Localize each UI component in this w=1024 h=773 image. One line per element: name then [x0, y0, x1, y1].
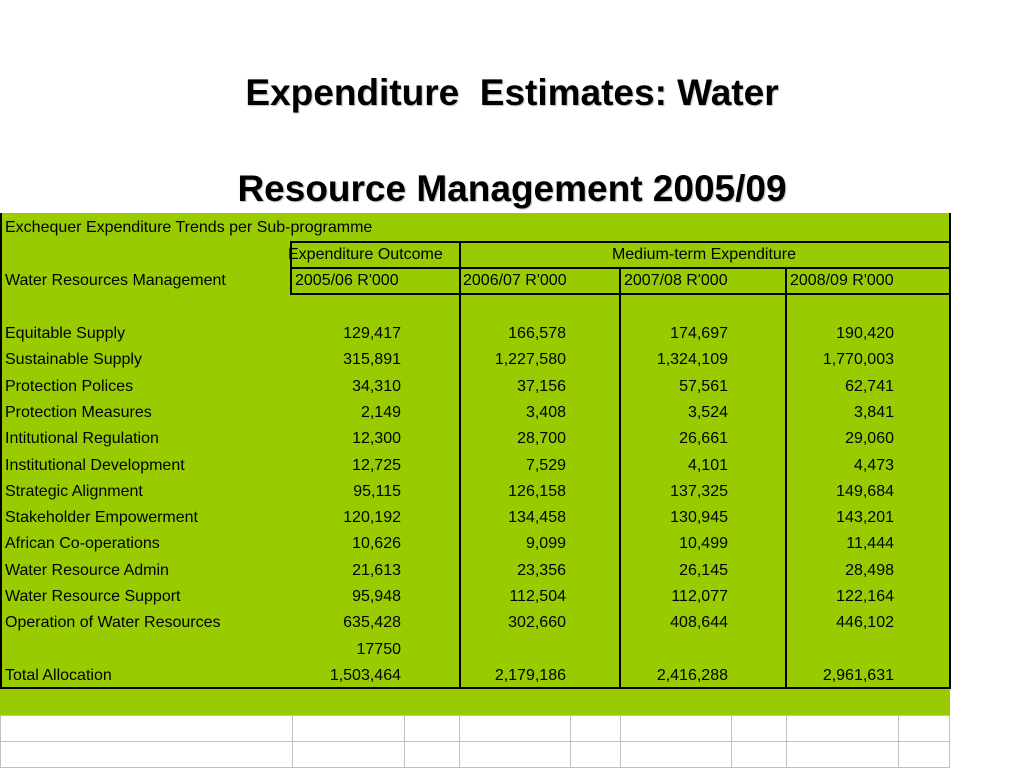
- value-cell: 130,945: [670, 509, 728, 527]
- value-cell: 190,420: [836, 325, 894, 342]
- value-cell: 9,099: [525, 535, 566, 553]
- value-cell: 408,644: [670, 614, 728, 632]
- row-label: Operation of Water Resources: [5, 614, 221, 632]
- value-cell: 120,192: [343, 509, 401, 527]
- value-cell: 1,503,464: [329, 666, 401, 684]
- value-cell: [744, 640, 894, 660]
- row-label: Water Resource Support: [5, 588, 181, 605]
- value-cell: 12,725: [352, 456, 401, 474]
- value-cell: 3,841: [853, 403, 894, 421]
- table-frame: [0, 213, 951, 689]
- column-divider: [785, 267, 787, 687]
- value-cell: 4,473: [853, 456, 894, 474]
- column-divider: [290, 241, 292, 295]
- slide-title-line-1: Expenditure Estimates: Water: [245, 72, 779, 113]
- value-cell: [578, 640, 728, 660]
- value-cell: 95,948: [352, 588, 401, 605]
- value-cell: 2,416,288: [656, 666, 728, 684]
- value-cell: 2,961,631: [822, 666, 894, 684]
- value-cell: 129,417: [343, 325, 401, 342]
- row-label: Sustainable Supply: [5, 351, 142, 369]
- row-label: Total Allocation: [5, 666, 112, 684]
- column-divider: [459, 241, 461, 687]
- value-cell: 112,504: [509, 588, 566, 605]
- value-cell: 11,444: [846, 535, 894, 553]
- value-cell: 26,145: [679, 561, 728, 579]
- slide-title-line-2: Resource Management 2005/09: [237, 168, 787, 209]
- value-cell: 37,156: [517, 377, 566, 395]
- header-medium-term: Medium-term Expenditure: [611, 246, 797, 263]
- table-caption: Exchequer Expenditure Trends per Sub-pro…: [5, 219, 373, 236]
- value-cell: 2,179,186: [494, 666, 566, 684]
- row-label: Equitable Supply: [5, 325, 126, 342]
- value-cell: 95,115: [353, 482, 401, 500]
- value-cell: 26,661: [679, 430, 728, 448]
- column-header: 2007/08 R'000: [624, 272, 728, 289]
- row-label: Intitutional Regulation: [5, 430, 159, 448]
- value-cell: 57,561: [679, 377, 728, 395]
- value-cell: 2,149: [360, 403, 401, 421]
- value-cell: 126,158: [508, 482, 566, 500]
- value-cell: 149,684: [836, 482, 894, 500]
- value-cell: 137,325: [670, 482, 728, 500]
- value-cell: 28,700: [517, 430, 566, 448]
- header-expenditure-outcome: Expenditure Outcome: [288, 246, 443, 263]
- value-cell: 446,102: [836, 614, 894, 632]
- value-cell: 166,578: [508, 325, 566, 342]
- value-cell: 302,660: [508, 614, 566, 632]
- column-divider: [619, 267, 621, 687]
- row-header-label: Water Resources Management: [5, 272, 226, 289]
- value-cell: 3,524: [687, 403, 728, 421]
- grid-lines: [0, 715, 950, 768]
- header-divider: [290, 241, 949, 243]
- value-cell: 29,060: [845, 430, 894, 448]
- value-cell: 315,891: [343, 351, 401, 369]
- value-cell: 28,498: [845, 561, 894, 579]
- value-cell: 10,499: [679, 535, 728, 553]
- value-cell: 174,697: [670, 325, 728, 342]
- value-cell: 12,300: [352, 430, 401, 448]
- column-header: 2006/07 R'000: [463, 272, 567, 289]
- value-cell: 23,356: [517, 561, 566, 579]
- value-cell: 7,529: [525, 456, 566, 474]
- value-cell: 3,408: [525, 403, 566, 421]
- row-label: Stakeholder Empowerment: [5, 509, 198, 527]
- row-label: Strategic Alignment: [5, 482, 143, 500]
- value-cell: 17750: [356, 640, 402, 658]
- value-cell: 21,613: [352, 561, 401, 579]
- value-cell: 1,770,003: [822, 351, 894, 369]
- row-label: Institutional Development: [5, 456, 185, 474]
- value-cell: 134,458: [508, 509, 566, 527]
- value-cell: 1,324,109: [656, 351, 728, 369]
- empty-spreadsheet-grid: [0, 715, 950, 768]
- value-cell: [416, 640, 566, 660]
- row-label: Water Resource Admin: [5, 561, 169, 579]
- row-label: Protection Polices: [5, 377, 134, 395]
- value-cell: 34,310: [352, 377, 401, 395]
- value-cell: 122,164: [836, 588, 894, 605]
- value-cell: 143,201: [836, 509, 894, 527]
- value-cell: 4,101: [687, 456, 728, 474]
- column-header: 2005/06 R'000: [295, 272, 399, 289]
- value-cell: 62,741: [845, 377, 894, 395]
- column-header: 2008/09 R'000: [790, 272, 894, 289]
- value-cell: 112,077: [671, 588, 728, 605]
- row-label: Protection Measures: [5, 403, 152, 421]
- value-cell: 635,428: [343, 614, 401, 632]
- value-cell: 10,626: [352, 535, 401, 553]
- row-label: African Co-operations: [5, 535, 160, 553]
- spreadsheet-table: Exchequer Expenditure Trends per Sub-pro…: [0, 213, 951, 715]
- value-cell: 1,227,580: [494, 351, 566, 369]
